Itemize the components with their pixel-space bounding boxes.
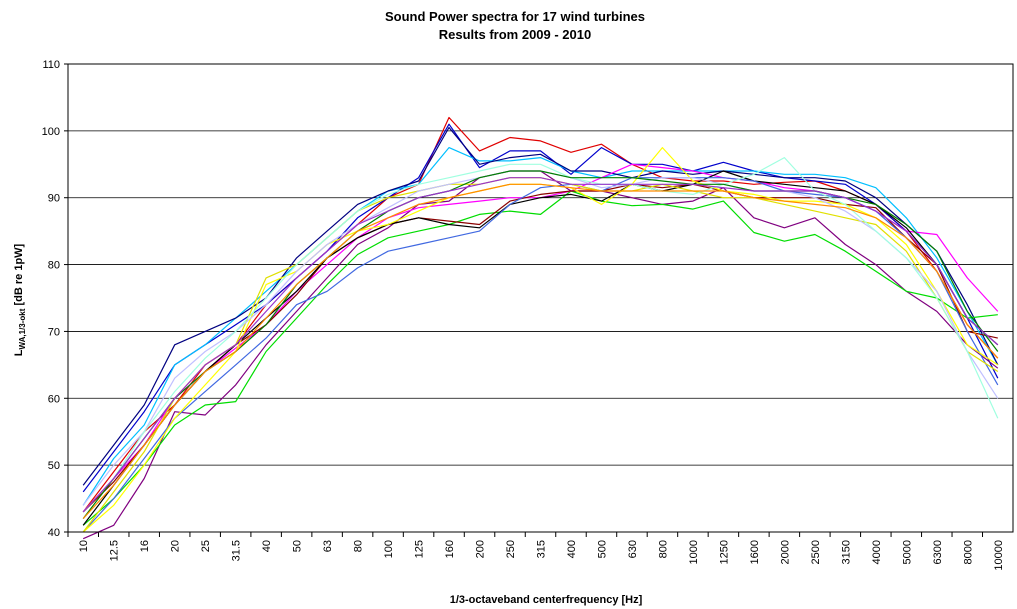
x-tick-label: 250 [505, 540, 517, 558]
x-tick-label: 800 [657, 540, 669, 558]
y-axis-title-rest: [dB re 1pW] [13, 243, 25, 308]
x-tick-label: 125 [414, 540, 426, 558]
x-tick-label: 20 [170, 540, 182, 552]
x-tick-label: 16 [139, 540, 151, 552]
x-tick-label: 40 [261, 540, 273, 552]
x-tick-label: 2500 [810, 540, 822, 564]
series-line-17 [82, 177, 999, 513]
series-line-7 [82, 163, 999, 513]
y-tick-label: 40 [48, 527, 60, 539]
x-tick-label: 12.5 [109, 540, 121, 561]
x-tick-label: 1000 [688, 540, 700, 564]
chart-subtitle: Results from 2009 - 2010 [439, 27, 591, 42]
series-line-13 [82, 170, 999, 506]
series-line-4 [82, 126, 999, 486]
x-tick-label: 630 [627, 540, 639, 558]
x-tick-label: 80 [353, 540, 365, 552]
x-axis-title: 1/3-octaveband centerfrequency [Hz] [450, 594, 643, 606]
series-line-6 [82, 190, 998, 526]
x-tick-label: 5000 [901, 540, 913, 564]
x-tick-label: 2000 [779, 540, 791, 564]
y-axis-title: LWA,1/3-okt [dB re 1pW] [13, 243, 27, 356]
y-axis-ticks: 40 50 60 70 80 90 100 110 [42, 59, 68, 539]
y-tick-label: 70 [48, 326, 60, 338]
x-tick-label: 31.5 [231, 540, 243, 561]
gridlines [68, 63, 1013, 533]
series-line-1 [82, 116, 999, 513]
series-line-8 [82, 183, 998, 513]
x-tick-label: 63 [322, 540, 334, 552]
x-tick-label: 3150 [840, 540, 852, 564]
plot-frame [67, 63, 1014, 533]
series-line-16 [82, 183, 999, 520]
x-tick-label: 6300 [932, 540, 944, 564]
x-tick-label: 315 [536, 540, 548, 558]
x-tick-label: 25 [200, 540, 212, 552]
y-tick-label: 90 [48, 193, 60, 205]
x-tick-label: 500 [596, 540, 608, 558]
x-tick-label: 10000 [993, 540, 1005, 571]
chart-title: Sound Power spectra for 17 wind turbines [385, 9, 645, 24]
y-axis-title-sub: WA,1/3-okt [18, 308, 27, 349]
x-axis-ticks: 10 12.5 16 20 25 31.5 40 50 63 80 100 125 160 200 250 3… [67, 532, 1005, 571]
x-tick-label: 1250 [718, 540, 730, 564]
series-line-14 [82, 157, 999, 513]
x-tick-label: 50 [292, 540, 304, 552]
y-tick-label: 50 [48, 460, 60, 472]
x-tick-label: 200 [475, 540, 487, 558]
y-tick-label: 110 [42, 59, 60, 71]
x-tick-label: 100 [383, 540, 395, 558]
x-tick-label: 10 [78, 540, 90, 552]
series-line-2 [82, 123, 999, 493]
x-tick-label: 400 [566, 540, 578, 558]
series-line-9 [82, 170, 999, 526]
x-tick-label: 8000 [962, 540, 974, 564]
y-tick-label: 60 [48, 393, 60, 405]
x-tick-label: 4000 [871, 540, 883, 564]
series-lines [82, 116, 999, 540]
series-line-11 [82, 147, 999, 533]
y-tick-label: 80 [48, 260, 60, 272]
y-axis-title-main: L [13, 349, 25, 356]
x-tick-label: 1600 [749, 540, 761, 564]
y-tick-label: 100 [42, 126, 60, 138]
x-tick-label: 160 [444, 540, 456, 558]
